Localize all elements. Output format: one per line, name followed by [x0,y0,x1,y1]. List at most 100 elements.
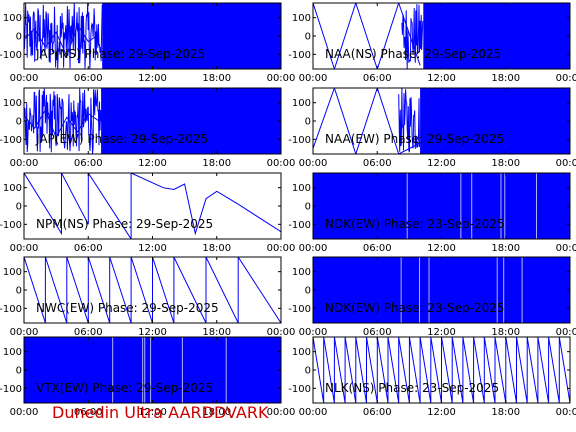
x-tick-label: 18:00 [491,73,520,84]
y-tick-label: 100 [292,347,311,358]
plot-area [24,173,281,239]
x-tick-label: 06:00 [74,243,103,254]
x-tick-label: 12:00 [427,243,456,254]
x-tick-label: 06:00 [74,73,103,84]
series-dense-fill [313,257,570,323]
y-tick-label: 100 [292,13,311,24]
y-tick-label: 0 [305,202,311,213]
series-gap [536,173,538,239]
panel-title: NDK(EW) Phase: 23-Sep-2025 [325,301,504,315]
y-tick-label: -100 [288,304,311,315]
x-tick-label: 00:00 [267,73,296,84]
series-dense-fill [102,3,281,69]
x-tick-label: 06:00 [363,243,392,254]
panel-1: 100 0 -100 00:00 06:00 12:00 18:00 00:00 NAA(NS)… [288,2,576,84]
panel-5: 100 0 -100 00:00 06:00 12:00 18:00 00:00 NDK(EW)… [288,172,576,254]
panel-title: JAP(NS) Phase: 29-Sep-2025 [35,47,205,61]
panel-title: JAP(EW) Phase: 29-Sep-2025 [35,132,208,146]
x-tick-label: 00:00 [10,73,39,84]
series-line [313,88,421,154]
x-tick-label: 18:00 [202,158,231,169]
panel-title: NWC(EW) Phase: 29-Sep-2025 [36,301,219,315]
x-tick-label: 00:00 [299,73,328,84]
y-tick-label: 0 [16,366,22,377]
series-jitter [24,88,102,154]
x-tick-label: 12:00 [427,407,456,418]
x-tick-label: 00:00 [556,243,576,254]
plot-area [313,337,570,403]
x-tick-label: 00:00 [267,243,296,254]
panel-0: 100 0 -100 00:00 06:00 12:00 18:00 00:00 JAP(NS)… [0,2,296,84]
y-tick-label: 0 [16,202,22,213]
y-tick-label: 0 [16,117,22,128]
y-tick-label: -100 [0,135,22,146]
series-jitter [24,3,103,69]
series-jitter [398,88,420,153]
x-tick-label: 18:00 [202,327,231,338]
panel-2: 100 0 -100 00:00 06:00 12:00 18:00 00:00 JAP(EW)… [0,87,296,169]
y-tick-label: -100 [288,50,311,61]
x-tick-label: 00:00 [299,243,328,254]
series-gap [181,337,183,403]
series-jitter [401,4,424,69]
y-tick-label: 100 [3,267,22,278]
x-tick-label: 00:00 [299,407,328,418]
panel-title: NLK(NS) Phase: 23-Sep-2025 [325,381,499,395]
y-tick-label: 100 [3,183,22,194]
x-tick-label: 00:00 [556,327,576,338]
x-tick-label: 00:00 [556,158,576,169]
series-gap [521,257,523,323]
x-tick-label: 06:00 [74,158,103,169]
y-tick-label: -100 [0,384,22,395]
series-gap [400,257,402,323]
x-tick-label: 00:00 [267,327,296,338]
y-tick-label: 100 [3,13,22,24]
y-tick-label: 100 [3,98,22,109]
plot-area [313,257,570,323]
x-tick-label: 00:00 [556,73,576,84]
y-tick-label: 100 [292,267,311,278]
series-dense-fill [313,173,570,239]
x-tick-label: 12:00 [427,158,456,169]
series-line [313,3,421,69]
y-tick-label: -100 [0,304,22,315]
y-tick-label: 0 [16,286,22,297]
panel-4: 100 0 -100 00:00 06:00 12:00 18:00 00:00 NPM(NS)… [0,172,296,254]
series-gap [503,257,505,323]
y-tick-label: -100 [0,220,22,231]
x-tick-label: 00:00 [299,327,328,338]
x-tick-label: 18:00 [202,73,231,84]
series-gap [142,337,144,403]
x-tick-label: 00:00 [10,327,39,338]
y-tick-label: 100 [292,98,311,109]
x-tick-label: 00:00 [556,407,576,418]
panel-title: NDK(EW) Phase: 23-Sep-2025 [325,217,504,231]
x-tick-label: 00:00 [10,407,39,418]
plot-area [313,3,570,69]
x-tick-label: 18:00 [491,327,520,338]
panel-title: VTX(EW) Phase: 29-Sep-2025 [36,381,213,395]
x-tick-label: 12:00 [138,243,167,254]
y-tick-label: -100 [288,220,311,231]
series-gap [112,337,114,403]
x-tick-label: 00:00 [267,158,296,169]
plot-area [24,3,281,69]
x-tick-label: 00:00 [299,158,328,169]
y-tick-label: 0 [16,32,22,43]
series-gap [419,257,421,323]
series-line [24,173,281,239]
plot-area [313,173,570,239]
x-tick-label: 18:00 [491,243,520,254]
series-dense-fill [423,3,570,69]
x-tick-label: 06:00 [74,407,103,418]
series-dense-fill [24,337,281,403]
x-tick-label: 12:00 [138,73,167,84]
panel-6: 100 0 -100 00:00 06:00 12:00 18:00 00:00 NWC(EW)… [0,256,296,338]
series-gap [428,257,430,323]
series-gap [225,337,227,403]
footer-title: Dunedin Ultra AARDDVARK [52,403,269,422]
x-tick-label: 12:00 [138,158,167,169]
x-tick-label: 18:00 [491,407,520,418]
x-tick-label: 06:00 [363,158,392,169]
panel-7: 100 0 -100 00:00 06:00 12:00 18:00 00:00 NDK(EW)… [288,256,576,338]
